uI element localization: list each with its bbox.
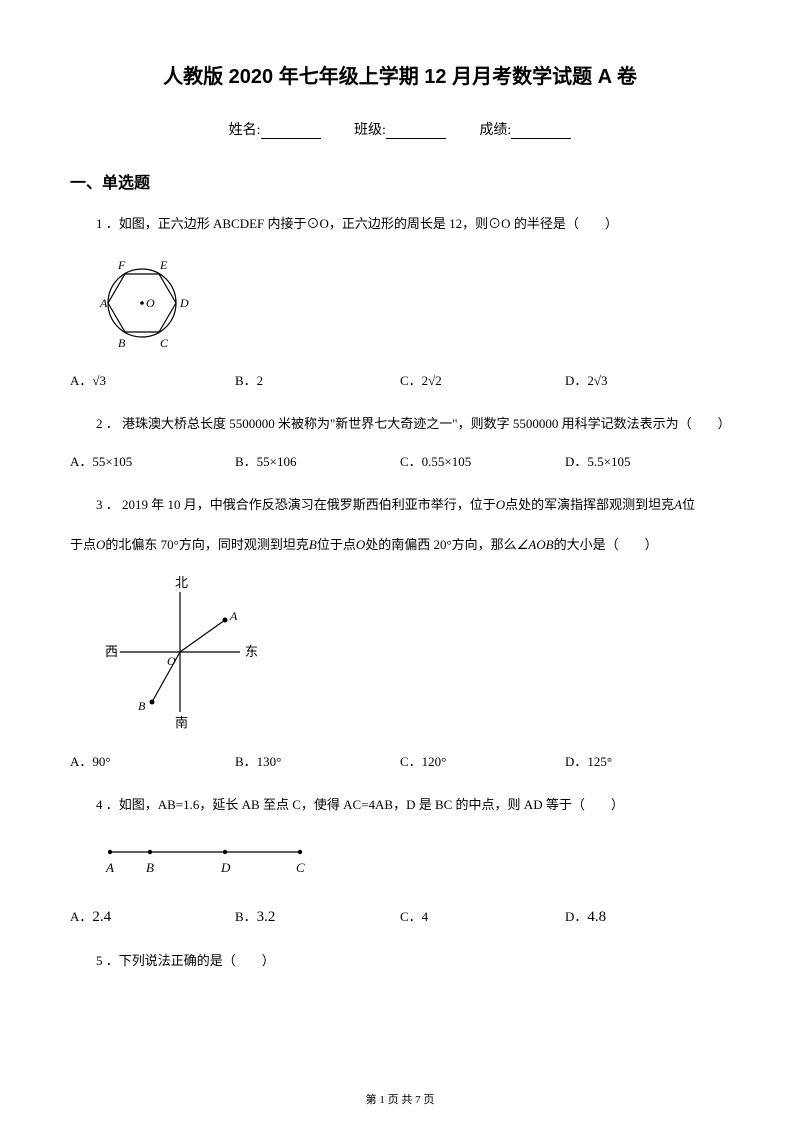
svg-text:南: 南 <box>175 715 188 730</box>
q2-option-d: D．5.5×105 <box>565 451 730 470</box>
q4-options: A．2.4 B．3.2 C．4 D．4.8 <box>70 906 730 926</box>
q3-text-line2: 于点O的北偏东 70°方向，同时观测到坦克B位于点O处的南偏西 20°方向，那么… <box>70 532 730 558</box>
name-label: 姓名: <box>229 123 261 138</box>
q4-figure: A B D C <box>90 832 730 892</box>
q2-option-c: C．0.55×105 <box>400 451 565 470</box>
class-label: 班级: <box>354 123 386 138</box>
svg-text:D: D <box>179 296 189 310</box>
q2-text: 2 ． 港珠澳大桥总长度 5500000 米被称为"新世界七大奇迹之一"，则数字… <box>70 411 730 437</box>
q2-options: A．55×105 B．55×106 C．0.55×105 D．5.5×105 <box>70 451 730 470</box>
svg-text:B: B <box>146 860 154 875</box>
svg-text:C: C <box>296 860 305 875</box>
svg-text:A: A <box>229 609 238 623</box>
q4-text: 4 ．如图，AB=1.6，延长 AB 至点 C，使得 AC=4AB，D 是 BC… <box>70 792 730 818</box>
q4-option-d: D．4.8 <box>565 906 730 926</box>
q5-text: 5 ．下列说法正确的是（ ） <box>70 948 730 974</box>
q3-option-d: D．125° <box>565 751 730 770</box>
svg-text:A: A <box>99 296 108 310</box>
q1-option-a: A．√3 <box>70 370 235 389</box>
svg-text:C: C <box>160 336 169 350</box>
info-row: 姓名: 班级: 成绩: <box>70 119 730 139</box>
q1-option-d: D．2√3 <box>565 370 730 389</box>
page-footer: 第 1 页 共 7 页 <box>0 1091 800 1107</box>
q3-option-a: A．90° <box>70 751 235 770</box>
q3-option-b: B．130° <box>235 751 400 770</box>
svg-text:E: E <box>159 258 168 272</box>
q1-figure: A B C D E F O <box>90 251 730 356</box>
svg-text:O: O <box>146 296 155 310</box>
svg-text:东: 东 <box>245 644 258 659</box>
svg-text:O: O <box>167 654 176 668</box>
q1-option-b: B．2 <box>235 370 400 389</box>
svg-text:B: B <box>138 699 146 713</box>
score-label: 成绩: <box>479 123 511 138</box>
q3-options: A．90° B．130° C．120° D．125° <box>70 751 730 770</box>
q4-option-c: C．4 <box>400 906 565 926</box>
class-underline <box>386 138 446 139</box>
q1-text: 1 ．如图，正六边形 ABCDEF 内接于⊙O，正六边形的周长是 12，则⊙O … <box>70 211 730 237</box>
svg-text:B: B <box>118 336 126 350</box>
svg-text:西: 西 <box>105 644 118 659</box>
q4-option-a: A．2.4 <box>70 906 235 926</box>
q1-option-c: C．2√2 <box>400 370 565 389</box>
q4-option-b: B．3.2 <box>235 906 400 926</box>
page-title: 人教版 2020 年七年级上学期 12 月月考数学试题 A 卷 <box>70 60 730 89</box>
svg-text:北: 北 <box>175 575 188 590</box>
svg-text:F: F <box>117 258 126 272</box>
svg-text:A: A <box>105 860 114 875</box>
q2-option-a: A．55×105 <box>70 451 235 470</box>
q3-figure: 北 南 东 西 O A B <box>90 572 730 737</box>
q2-option-b: B．55×106 <box>235 451 400 470</box>
section-header: 一、单选题 <box>70 169 730 193</box>
q3-text-line1: 3 ． 2019 年 10 月，中俄合作反恐演习在俄罗斯西伯利亚市举行，位于O点… <box>70 492 730 518</box>
svg-text:D: D <box>220 860 231 875</box>
score-underline <box>511 138 571 139</box>
q1-options: A．√3 B．2 C．2√2 D．2√3 <box>70 370 730 389</box>
q3-option-c: C．120° <box>400 751 565 770</box>
name-underline <box>261 138 321 139</box>
